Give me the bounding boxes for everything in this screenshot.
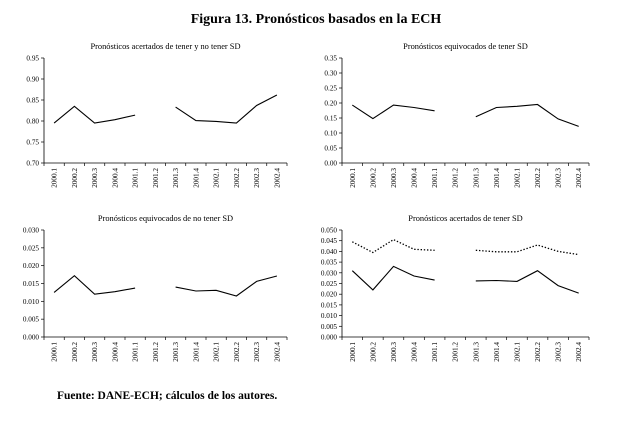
panel-2-x-tick-label: 2002.2 xyxy=(534,168,542,188)
panel-2-x-tick-label: 2001.4 xyxy=(493,168,501,188)
panel-2-x-tick-label: 2000.2 xyxy=(369,168,377,188)
panel-1-x-tick-label: 2002.3 xyxy=(253,168,261,188)
panel-4-y-tick-label: 0.025 xyxy=(321,280,338,288)
panel-3-x-tick-label: 2001.1 xyxy=(132,342,140,362)
panel-1-x-tick-label: 2002.4 xyxy=(273,168,281,188)
panel-2-y-tick-label: 0.10 xyxy=(324,130,337,138)
panel-4-y-tick-label: 0.000 xyxy=(321,334,338,342)
panel-4-y-tick-label: 0.040 xyxy=(321,248,338,256)
panel-3-series-1-line xyxy=(175,275,278,297)
panel-4-y-tick-label: 0.010 xyxy=(321,312,338,320)
panel-4-x-tick-label: 2001.4 xyxy=(493,342,501,362)
panel-1-y-tick-label: 0.80 xyxy=(26,118,39,126)
panel-1-x-tick-label: 2001.4 xyxy=(192,168,200,188)
panel-1-x-tick-label: 2000.2 xyxy=(71,168,79,188)
panel-3-y-tick-label: 0.005 xyxy=(23,316,40,324)
panel-4-y-tick-label: 0.045 xyxy=(321,237,338,245)
panel-1-title: Pronósticos acertados de tener y no tene… xyxy=(90,42,240,51)
panel-2-x-tick-label: 2001.2 xyxy=(452,168,460,188)
panel-4-series-1-line xyxy=(475,270,579,294)
panel-4-x-tick-label: 2001.2 xyxy=(452,342,460,362)
panel-2-x-tick-label: 2002.3 xyxy=(555,168,563,188)
panel-4-y-tick-label: 0.050 xyxy=(321,227,338,235)
panel-4-y-tick-label: 0.035 xyxy=(321,259,338,267)
panel-2-y-tick-label: 0.20 xyxy=(324,100,337,108)
panel-2-x-tick-label: 2000.1 xyxy=(349,168,357,188)
panel-3-y-tick-label: 0.030 xyxy=(23,227,40,235)
panel-4-x-tick-label: 2002.3 xyxy=(555,342,563,362)
panel-1-series-1-line xyxy=(175,94,278,124)
panel-1-x-tick-label: 2002.1 xyxy=(213,168,221,188)
figure-title: Figura 13. Pronósticos basados en la ECH xyxy=(190,12,442,27)
panel-4-x-tick-label: 2001.1 xyxy=(431,342,439,362)
panel-4-y-tick-label: 0.015 xyxy=(321,301,338,309)
panel-3-x-tick-label: 2000.1 xyxy=(51,342,59,362)
panel-4-series-1-line xyxy=(351,265,435,291)
panel-3-x-tick-label: 2000.4 xyxy=(111,342,119,362)
panel-3-x-tick-label: 2000.3 xyxy=(91,342,99,362)
panel-3-title: Pronósticos equivocados de no tener SD xyxy=(98,214,233,223)
panel-2-series-1-line xyxy=(351,104,435,120)
panel-2-x-tick-label: 2002.4 xyxy=(575,168,583,188)
panel-2-x-tick-label: 2002.1 xyxy=(513,168,521,188)
panel-4-x-tick-label: 2000.4 xyxy=(411,342,419,362)
panel-3-y-tick-label: 0.025 xyxy=(23,244,40,252)
panel-3-series-1-line xyxy=(53,274,136,295)
panel-1-x-tick-label: 2000.1 xyxy=(51,168,59,188)
panel-4-series-2-line xyxy=(352,238,435,254)
panel-3-y-tick-label: 0.020 xyxy=(23,262,40,270)
panel-1-y-tick-label: 0.75 xyxy=(26,139,39,147)
panel-2-y-tick-label: 0.35 xyxy=(324,55,337,63)
panel-1-series-1-line xyxy=(53,105,136,124)
panel-3-y-tick-label: 0.015 xyxy=(23,280,40,288)
panel-1-x-tick-label: 2000.4 xyxy=(111,168,119,188)
panel-3-x-tick-label: 2002.1 xyxy=(213,342,221,362)
panel-1-x-tick-label: 2002.2 xyxy=(233,168,241,188)
panel-2-y-tick-label: 0.15 xyxy=(324,115,337,123)
panel-3-x-tick-label: 2002.2 xyxy=(233,342,241,362)
panel-4-x-tick-label: 2000.2 xyxy=(369,342,377,362)
panel-2-title: Pronósticos equivocados de tener SD xyxy=(403,42,528,51)
panel-1-y-tick-label: 0.90 xyxy=(26,76,39,84)
panel-1-y-tick-label: 0.95 xyxy=(26,55,39,63)
panel-4-x-tick-label: 2002.4 xyxy=(575,342,583,362)
panel-4-title: Pronósticos acertados de tener SD xyxy=(408,214,522,223)
panel-4-x-tick-label: 2000.3 xyxy=(390,342,398,362)
panel-2-y-tick-label: 0.30 xyxy=(324,70,337,78)
panel-3-y-tick-label: 0.000 xyxy=(23,334,40,342)
panel-4-x-tick-label: 2001.3 xyxy=(472,342,480,362)
panel-2-y-tick-label: 0.25 xyxy=(324,85,337,93)
panel-4-y-tick-label: 0.030 xyxy=(321,269,338,277)
panel-2-x-tick-label: 2000.4 xyxy=(411,168,419,188)
panel-1-x-tick-label: 2001.1 xyxy=(132,168,140,188)
panel-2-x-tick-label: 2000.3 xyxy=(390,168,398,188)
panel-3-x-tick-label: 2001.3 xyxy=(172,342,180,362)
panel-1-x-tick-label: 2001.2 xyxy=(152,168,160,188)
panel-3-x-tick-label: 2000.2 xyxy=(71,342,79,362)
panel-1-y-tick-label: 0.70 xyxy=(26,160,39,168)
panel-2-y-tick-label: 0.05 xyxy=(324,145,337,153)
panel-3-y-tick-label: 0.010 xyxy=(23,298,40,306)
panel-4-y-tick-label: 0.005 xyxy=(321,323,338,331)
panel-1-x-tick-label: 2000.3 xyxy=(91,168,99,188)
panel-3-x-tick-label: 2001.4 xyxy=(192,342,200,362)
panel-2-y-tick-label: 0.00 xyxy=(324,160,337,168)
panel-1-y-tick-label: 0.85 xyxy=(26,97,39,105)
panel-3-x-tick-label: 2002.3 xyxy=(253,342,261,362)
panel-4-y-tick-label: 0.020 xyxy=(321,291,338,299)
panel-2-x-tick-label: 2001.1 xyxy=(431,168,439,188)
panel-4-x-tick-label: 2002.2 xyxy=(534,342,542,362)
panel-2-series-1-line xyxy=(475,103,579,127)
source-note: Fuente: DANE-ECH; cálculos de los autore… xyxy=(57,390,278,402)
panel-3-x-tick-label: 2002.4 xyxy=(273,342,281,362)
panel-4-series-2-line xyxy=(475,244,579,256)
panel-2-x-tick-label: 2001.3 xyxy=(472,168,480,188)
panel-3-x-tick-label: 2001.2 xyxy=(152,342,160,362)
panel-1-x-tick-label: 2001.3 xyxy=(172,168,180,188)
panel-4-x-tick-label: 2002.1 xyxy=(513,342,521,362)
panel-4-x-tick-label: 2000.1 xyxy=(349,342,357,362)
